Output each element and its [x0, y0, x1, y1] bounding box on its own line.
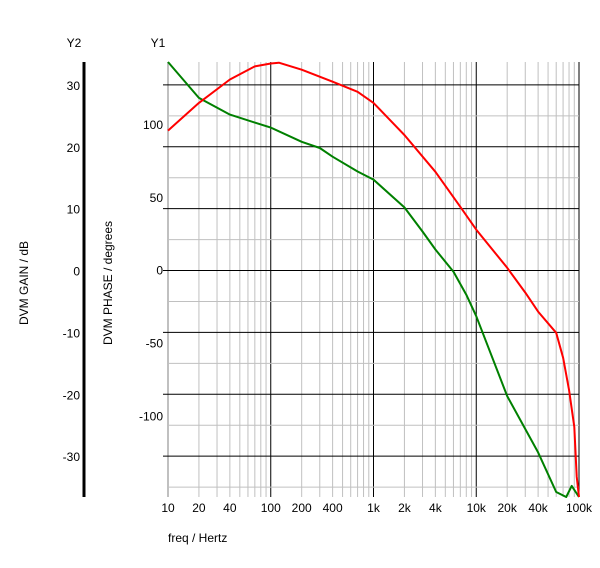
y1-tick-label: 0 — [156, 264, 163, 278]
y1-axis-label: DVM PHASE / degrees — [101, 221, 115, 345]
y2-axis-label: DVM GAIN / dB — [17, 241, 31, 325]
x-tick-label: 4k — [429, 501, 443, 515]
series-layer — [167, 61, 580, 498]
y1-axis-name: Y1 — [151, 36, 166, 50]
x-tick-label: 2k — [398, 501, 412, 515]
y1-tick-label: 100 — [143, 118, 163, 132]
x-tick-label: 400 — [323, 501, 343, 515]
y2-tick-label: 20 — [67, 141, 81, 155]
x-tick-label: 20 — [192, 501, 206, 515]
x-tick-label: 100k — [566, 501, 593, 515]
y2-tick-label: 10 — [67, 203, 81, 217]
phase-series-line — [167, 61, 580, 498]
y2-tick-label: 30 — [67, 79, 81, 93]
y1-tick-label: -50 — [146, 337, 164, 351]
x-tick-label: 100 — [261, 501, 281, 515]
x-tick-label: 40 — [223, 501, 237, 515]
x-tick-label: 200 — [292, 501, 312, 515]
x-axis-label: freq / Hertz — [168, 531, 227, 545]
gain-series-line — [167, 61, 580, 498]
y2-tick-label: -20 — [63, 388, 81, 402]
grid — [163, 62, 580, 497]
x-tick-label: 10k — [467, 501, 487, 515]
x-tick-label: 1k — [367, 501, 381, 515]
y1-tick-label: 50 — [150, 191, 164, 205]
y2-tick-label: 0 — [73, 265, 80, 279]
y1-tick-label: -100 — [139, 410, 163, 424]
y2-tick-label: -30 — [63, 450, 81, 464]
y2-axis-name: Y2 — [67, 36, 82, 50]
x-tick-label: 40k — [528, 501, 548, 515]
x-tick-label: 10 — [161, 501, 175, 515]
x-tick-label: 20k — [498, 501, 518, 515]
y2-tick-label: -10 — [63, 326, 81, 340]
